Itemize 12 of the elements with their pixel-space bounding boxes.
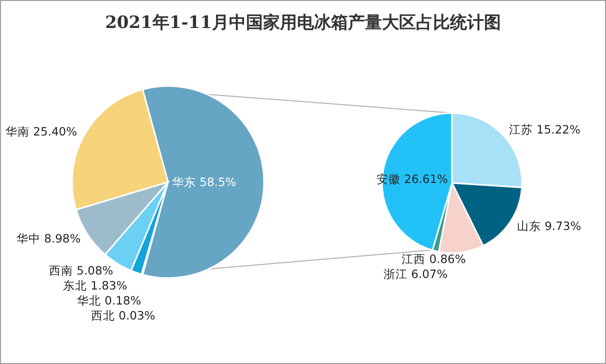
- slice-label: 华北 0.18%: [77, 293, 142, 308]
- text: 2021年1-11月中国家用电冰箱产量大区占比统计图: [105, 13, 501, 33]
- slice-label: 华南 25.40%: [6, 124, 78, 139]
- slice-label: 东北 1.83%: [63, 278, 128, 292]
- slice-label: 华中 8.98%: [16, 231, 81, 246]
- slice-label: 浙江 6.07%: [383, 266, 448, 281]
- slice-label: 华东 58.5%: [172, 175, 236, 189]
- slice-label: 山东 9.73%: [516, 219, 582, 234]
- slice-label: 西北 0.03%: [91, 308, 156, 322]
- slice-label: 江苏 15.22%: [508, 122, 580, 137]
- slice-label: 江西 0.86%: [402, 252, 466, 266]
- slice-label: 西南 5.08%: [49, 263, 114, 278]
